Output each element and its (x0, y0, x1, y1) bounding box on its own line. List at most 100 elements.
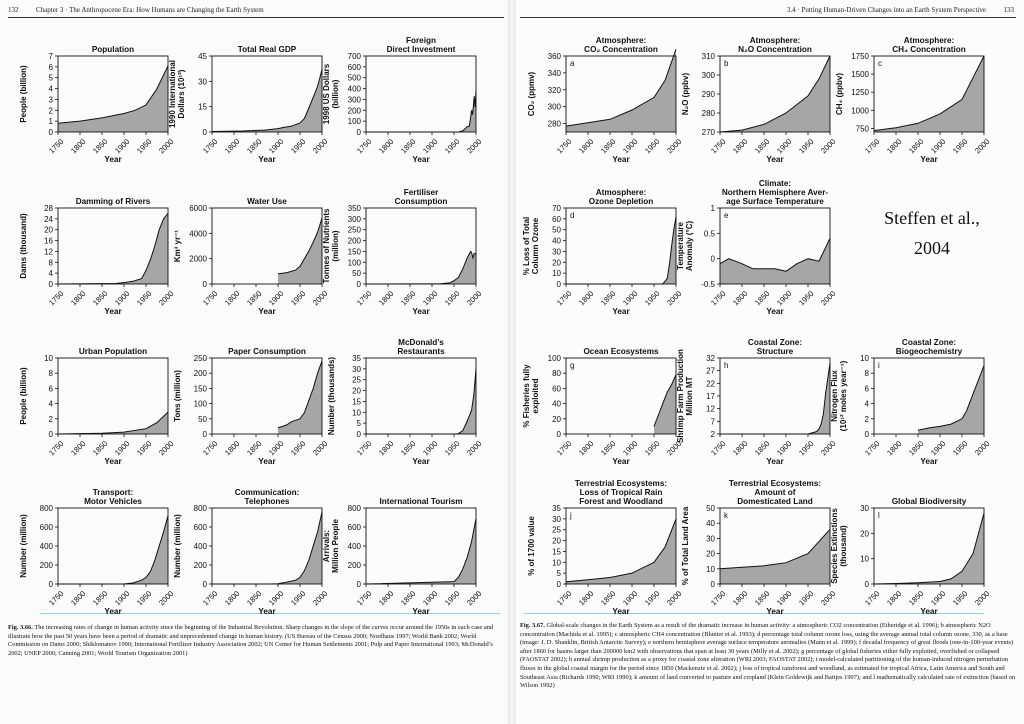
right-figure-rule (524, 613, 984, 614)
x-tick-label: 1950 (797, 137, 815, 155)
y-tick-label: 10 (860, 354, 869, 363)
y-tick-label: 10 (552, 269, 561, 278)
x-tick-label: 1800 (69, 589, 87, 607)
x-axis-label: Year (104, 607, 122, 616)
chart-title: International Tourism (379, 497, 462, 506)
x-tick-label: 1950 (951, 589, 969, 607)
y-tick-label: 45 (198, 52, 207, 61)
chart-title: Atmosphere: (904, 36, 955, 45)
y-tick-label: 320 (548, 86, 562, 95)
x-axis-label: Year (612, 155, 630, 164)
x-tick-label: 1850 (91, 137, 109, 155)
y-axis-label: Tons (million) (173, 370, 182, 422)
y-tick-label: 6 (49, 63, 54, 72)
x-tick-label: 1950 (797, 289, 815, 307)
x-axis-label: Year (766, 457, 784, 466)
chart-fisheries: Ocean Ecosystems 0 20 40 60 80 100 1750 1800 1850… (522, 347, 683, 466)
book-gutter (508, 0, 516, 724)
y-tick-label: 28 (44, 204, 53, 213)
x-tick-label: 1750 (555, 137, 573, 155)
x-axis-label: Year (920, 457, 938, 466)
x-tick-label: 1850 (91, 589, 109, 607)
y-tick-label: 80 (552, 369, 561, 378)
x-tick-label: 1850 (599, 439, 617, 457)
x-axis-label: Year (412, 457, 430, 466)
y-tick-label: 400 (348, 85, 362, 94)
y-tick-label: 0 (49, 580, 54, 589)
series-area (720, 363, 830, 434)
y-tick-label: 20 (552, 415, 561, 424)
x-axis-label: Year (766, 307, 784, 316)
chart-gdp: Total Real GDP 0 15 30 45 1750 1800 1850 1900 195… (168, 45, 329, 164)
chart-title: Total Real GDP (238, 45, 297, 54)
x-tick-label: 1750 (47, 439, 65, 457)
x-tick-label: 1950 (643, 289, 661, 307)
x-tick-label: 2000 (465, 589, 483, 607)
x-tick-label: 2000 (157, 439, 175, 457)
chart-title: Damming of Rivers (76, 197, 151, 206)
chart-water: Water Use 0 2000 4000 6000 1750 1800 1850 1900 19… (173, 197, 329, 316)
x-tick-label: 1850 (399, 289, 417, 307)
right-caption-label: Fig. 3.67. (520, 622, 545, 629)
left-page-number: 132 (8, 6, 19, 14)
x-tick-label: 1750 (355, 137, 373, 155)
x-tick-label: 1800 (885, 137, 903, 155)
y-tick-label: 4000 (189, 229, 207, 238)
x-tick-label: 1850 (399, 439, 417, 457)
chart-title: Ozone Depletion (589, 197, 654, 206)
x-tick-label: 1750 (709, 137, 727, 155)
x-tick-label: 1900 (421, 589, 439, 607)
x-tick-label: 1800 (69, 289, 87, 307)
x-tick-label: 1750 (555, 589, 573, 607)
series-line (211, 69, 323, 132)
y-tick-label: 700 (348, 52, 362, 61)
y-tick-label: 6 (49, 384, 54, 393)
plot-frame (57, 55, 169, 133)
y-tick-label: 300 (348, 95, 362, 104)
y-tick-label: 300 (548, 103, 562, 112)
y-tick-label: 30 (860, 504, 869, 513)
y-axis-label: Dams (thousand) (19, 213, 28, 279)
y-tick-label: 27 (706, 367, 715, 376)
y-tick-label: 4 (49, 269, 54, 278)
x-tick-label: 2000 (311, 137, 329, 155)
x-tick-label: 1850 (753, 439, 771, 457)
x-tick-label: 2000 (311, 439, 329, 457)
y-tick-label: 250 (348, 226, 362, 235)
x-axis-label: Year (766, 155, 784, 164)
y-tick-label: 300 (348, 215, 362, 224)
y-tick-label: 0 (357, 280, 362, 289)
series-area (720, 529, 830, 584)
y-tick-label: 600 (348, 523, 362, 532)
y-tick-label: 0 (203, 430, 208, 439)
series-area (366, 251, 476, 284)
left-caption-label: Fig. 3.66. (8, 624, 33, 631)
x-tick-label: 1750 (863, 589, 881, 607)
y-tick-label: 0 (865, 430, 870, 439)
x-tick-label: 1950 (135, 137, 153, 155)
x-tick-label: 1950 (951, 137, 969, 155)
series-area (720, 56, 830, 132)
series-area (566, 518, 676, 584)
x-tick-label: 1750 (201, 439, 219, 457)
x-tick-label: 1950 (289, 137, 307, 155)
x-axis-label: Year (612, 457, 630, 466)
y-tick-label: 200 (348, 237, 362, 246)
panel-letter: l (878, 511, 880, 520)
chart-title: Domesticated Land (737, 497, 813, 506)
series-line (58, 515, 169, 585)
chart-title: Global Biodiversity (892, 497, 967, 506)
y-tick-label: 270 (702, 128, 716, 137)
y-tick-label: 280 (548, 120, 562, 129)
y-tick-label: 0 (49, 128, 54, 137)
x-axis-label: Year (412, 607, 430, 616)
x-tick-label: 1750 (355, 289, 373, 307)
right-running-title: 3.4 · Putting Human-Driven Changes into … (786, 6, 986, 14)
y-tick-label: 800 (194, 504, 208, 513)
x-tick-label: 1800 (377, 439, 395, 457)
plot-frame (873, 55, 985, 133)
chart-title: Climate: (759, 179, 791, 188)
y-tick-label: 0.5 (704, 229, 716, 238)
